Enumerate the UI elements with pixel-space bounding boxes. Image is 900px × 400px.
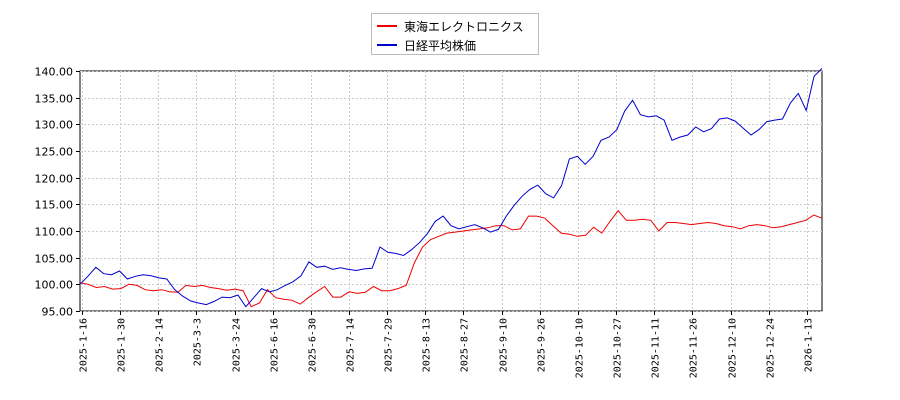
x-tick-label: 2025-9-26 xyxy=(537,318,548,372)
chart-legend: 東海エレクトロニクス 日経平均株価 xyxy=(371,13,539,55)
y-tick-label: 110.00 xyxy=(35,226,74,239)
x-tick-label: 2025-8-13 xyxy=(422,318,433,372)
x-tick-label: 2025-7-14 xyxy=(346,318,357,372)
legend-item-series-2: 日経平均株価 xyxy=(377,36,476,54)
y-tick-label: 105.00 xyxy=(35,253,74,266)
legend-swatch-series-1 xyxy=(377,25,397,27)
x-tick-label: 2026-1-13 xyxy=(804,318,815,372)
legend-item-series-1: 東海エレクトロニクス xyxy=(377,17,524,35)
x-tick-label: 2025-10-27 xyxy=(613,318,624,378)
y-tick-label: 140.00 xyxy=(35,66,74,79)
series-line-1 xyxy=(79,209,823,308)
x-tick-label: 2025-12-24 xyxy=(766,318,777,378)
x-tick-label: 2025-10-10 xyxy=(575,318,586,378)
legend-label-series-1: 東海エレクトロニクス xyxy=(404,19,524,34)
y-tick-label: 100.00 xyxy=(35,279,74,292)
y-tick-label: 125.00 xyxy=(35,146,74,159)
plot-area xyxy=(79,70,823,312)
x-tick-label: 2025-6-30 xyxy=(308,318,319,372)
x-tick-label: 2025-9-10 xyxy=(499,318,510,372)
y-tick-label: 135.00 xyxy=(35,93,74,106)
x-tick-label: 2025-1-30 xyxy=(117,318,128,372)
x-tick-label: 2025-3-3 xyxy=(193,318,204,366)
x-tick-label: 2025-2-14 xyxy=(155,318,166,372)
y-tick-label: 120.00 xyxy=(35,173,74,186)
x-tick-label: 2025-3-24 xyxy=(232,318,243,372)
legend-label-series-2: 日経平均株価 xyxy=(404,38,477,53)
x-tick-label: 2025-1-16 xyxy=(79,318,90,372)
y-tick-label: 115.00 xyxy=(35,199,74,212)
x-tick-label: 2025-12-10 xyxy=(728,318,739,378)
series-line-2 xyxy=(79,67,823,308)
x-tick-label: 2025-7-29 xyxy=(384,318,395,372)
x-tick-label: 2025-6-16 xyxy=(270,318,281,372)
y-tick-label: 130.00 xyxy=(35,119,74,132)
y-tick-label: 95.00 xyxy=(42,306,74,319)
legend-swatch-series-2 xyxy=(377,44,397,46)
x-tick-label: 2025-8-27 xyxy=(460,318,471,372)
x-tick-label: 2025-11-11 xyxy=(651,318,662,378)
x-tick-label: 2025-11-26 xyxy=(689,318,700,378)
